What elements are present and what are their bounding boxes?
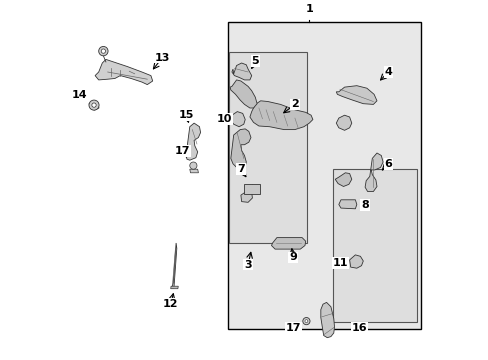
Polygon shape xyxy=(338,200,356,209)
Polygon shape xyxy=(271,238,305,249)
Polygon shape xyxy=(249,101,312,130)
Text: 2: 2 xyxy=(290,99,298,109)
Circle shape xyxy=(101,49,105,53)
Text: 15: 15 xyxy=(178,110,193,120)
Polygon shape xyxy=(336,115,351,130)
Circle shape xyxy=(302,318,309,325)
Polygon shape xyxy=(320,302,334,338)
Text: 11: 11 xyxy=(332,258,347,268)
Polygon shape xyxy=(349,255,363,268)
Polygon shape xyxy=(186,123,200,160)
Polygon shape xyxy=(89,102,99,110)
FancyBboxPatch shape xyxy=(229,52,306,243)
Text: 3: 3 xyxy=(244,260,251,270)
Text: 17: 17 xyxy=(285,323,301,333)
Text: 17: 17 xyxy=(175,146,190,156)
Text: 7: 7 xyxy=(237,164,244,174)
Bar xyxy=(244,184,259,194)
Text: 6: 6 xyxy=(384,159,392,169)
Circle shape xyxy=(189,162,197,169)
Text: 8: 8 xyxy=(361,200,368,210)
Polygon shape xyxy=(231,63,251,80)
Text: 9: 9 xyxy=(288,252,296,262)
Text: 13: 13 xyxy=(154,53,170,63)
Text: 4: 4 xyxy=(384,67,392,77)
Circle shape xyxy=(99,46,108,56)
Polygon shape xyxy=(241,191,252,202)
Polygon shape xyxy=(230,80,257,108)
Text: 16: 16 xyxy=(351,323,367,333)
Polygon shape xyxy=(189,169,198,173)
Polygon shape xyxy=(365,153,382,192)
Text: 5: 5 xyxy=(251,56,259,66)
Circle shape xyxy=(92,103,96,107)
Polygon shape xyxy=(230,112,244,127)
FancyBboxPatch shape xyxy=(228,22,420,329)
Polygon shape xyxy=(336,86,376,104)
Text: 14: 14 xyxy=(72,90,87,100)
Text: 12: 12 xyxy=(163,299,178,309)
Text: 1: 1 xyxy=(305,4,312,14)
Polygon shape xyxy=(230,129,250,169)
Circle shape xyxy=(305,320,307,323)
FancyBboxPatch shape xyxy=(332,169,416,322)
Circle shape xyxy=(89,100,99,110)
Polygon shape xyxy=(95,59,152,85)
Polygon shape xyxy=(171,243,177,288)
Polygon shape xyxy=(170,286,178,289)
Polygon shape xyxy=(335,173,351,186)
Text: 10: 10 xyxy=(216,114,231,124)
